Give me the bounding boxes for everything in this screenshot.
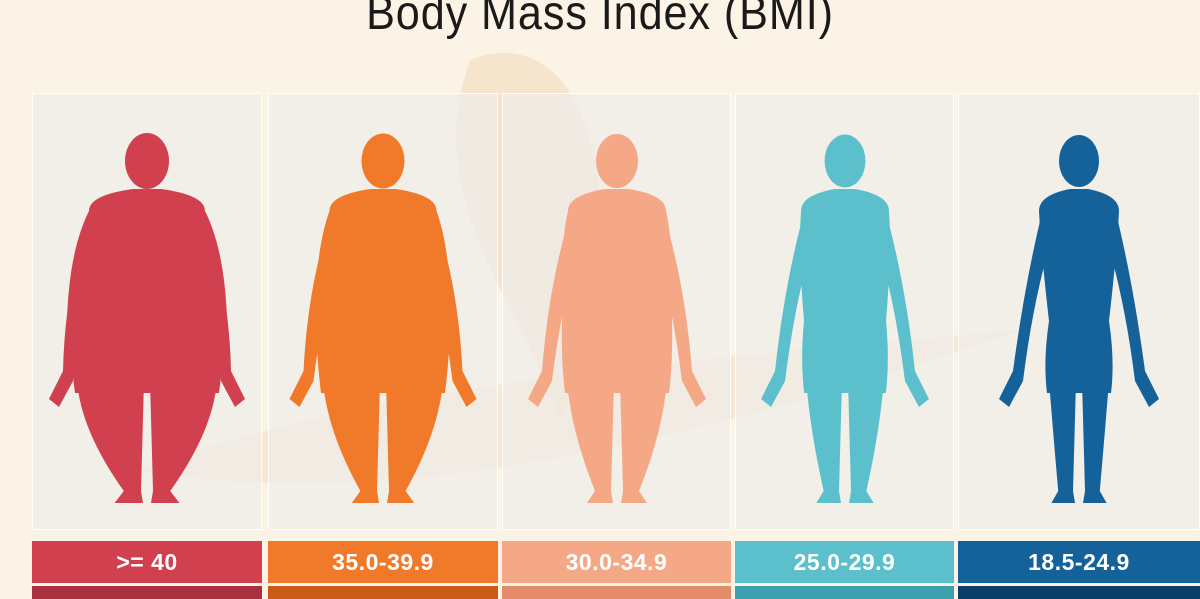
bmi-range-label: >= 40 [32,541,262,583]
body-silhouette-icon [49,133,245,503]
bmi-range-label: 25.0-29.9 [735,541,954,583]
bmi-panel: 35.0-39.9 [268,93,498,599]
bmi-panel: 18.5-24.9 [958,93,1200,599]
bmi-range-label: 30.0-34.9 [502,541,731,583]
bmi-range-underbar [502,586,731,599]
body-silhouette-icon [760,134,929,503]
bmi-range-label: 18.5-24.9 [958,541,1200,583]
bmi-range-underbar [268,586,498,599]
bmi-categories: >= 40 35.0-39.9 30.0-34.9 25.0-29.9 18.5-24.… [32,93,1200,599]
bmi-range-underbar [735,586,954,599]
body-silhouette-icon [289,133,477,503]
bmi-panel: 25.0-29.9 [735,93,954,599]
body-silhouette-icon [527,134,706,503]
bmi-range-label: 35.0-39.9 [268,541,498,583]
bmi-range-underbar [32,586,262,599]
page-title: Body Mass Index (BMI) [366,0,834,40]
bmi-panel: 30.0-34.9 [502,93,731,599]
body-silhouette-icon [999,135,1159,503]
bmi-range-underbar [958,586,1200,599]
bmi-panel: >= 40 [32,93,262,599]
